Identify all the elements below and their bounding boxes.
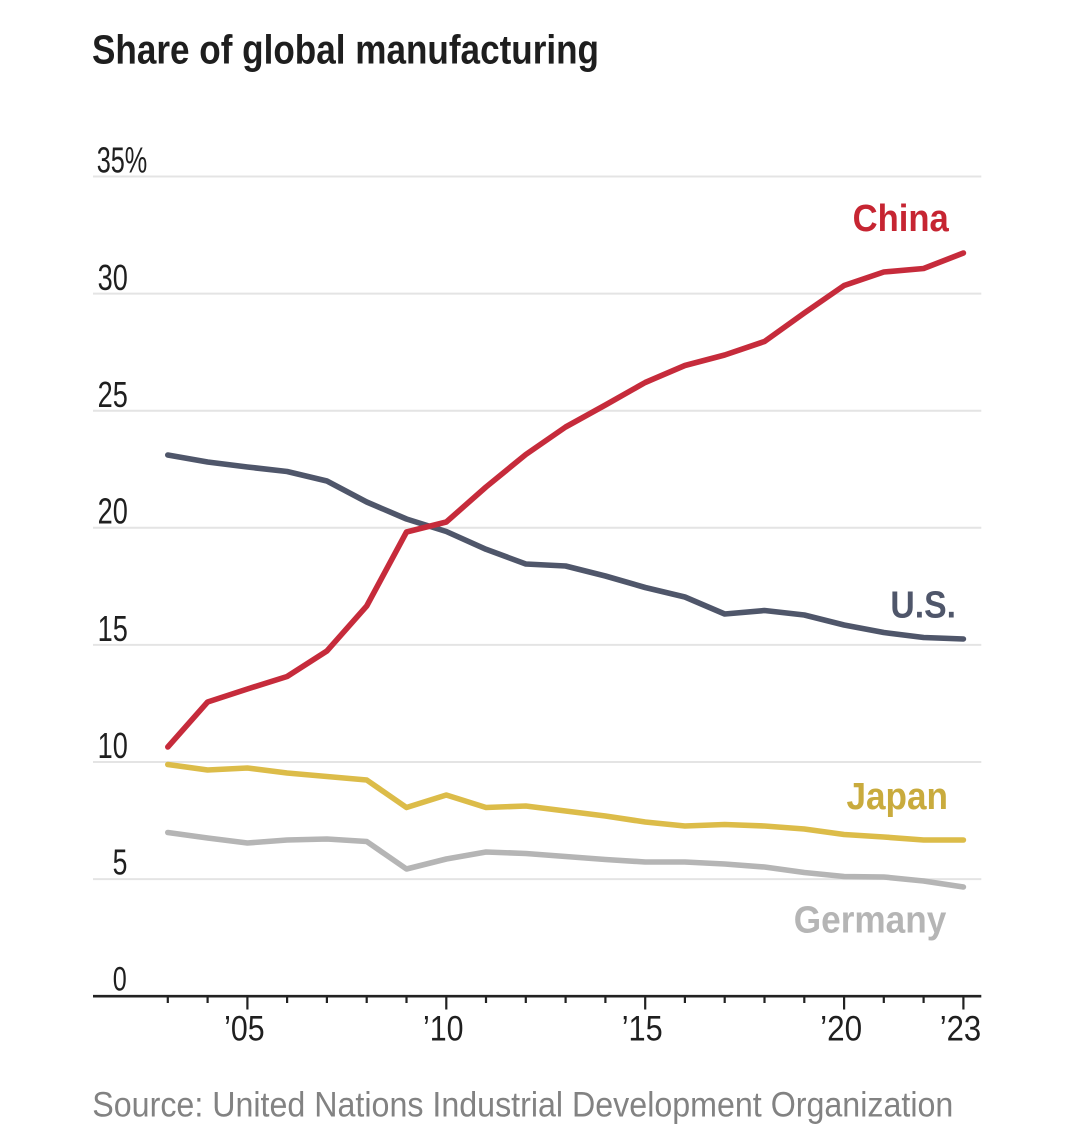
svg-text:’20: ’20 bbox=[820, 1009, 862, 1048]
svg-text:Share of global manufacturing: Share of global manufacturing bbox=[92, 27, 599, 73]
svg-text:’15: ’15 bbox=[622, 1009, 663, 1048]
svg-text:25: 25 bbox=[98, 374, 128, 415]
svg-text:China: China bbox=[853, 198, 950, 240]
svg-text:’23: ’23 bbox=[940, 1009, 982, 1048]
svg-text:’10: ’10 bbox=[423, 1009, 464, 1048]
svg-text:30: 30 bbox=[98, 257, 128, 298]
svg-text:Source: United Nations Industr: Source: United Nations Industrial Develo… bbox=[92, 1085, 953, 1125]
svg-text:20: 20 bbox=[98, 491, 128, 532]
svg-text:15: 15 bbox=[98, 608, 128, 649]
svg-text:10: 10 bbox=[98, 725, 128, 766]
svg-text:0: 0 bbox=[113, 960, 127, 998]
svg-text:Germany: Germany bbox=[794, 900, 947, 942]
svg-text:U.S.: U.S. bbox=[890, 584, 956, 626]
svg-text:35%: 35% bbox=[97, 140, 148, 181]
svg-text:Japan: Japan bbox=[847, 776, 949, 818]
svg-text:’05: ’05 bbox=[224, 1009, 265, 1048]
svg-text:5: 5 bbox=[113, 842, 128, 883]
